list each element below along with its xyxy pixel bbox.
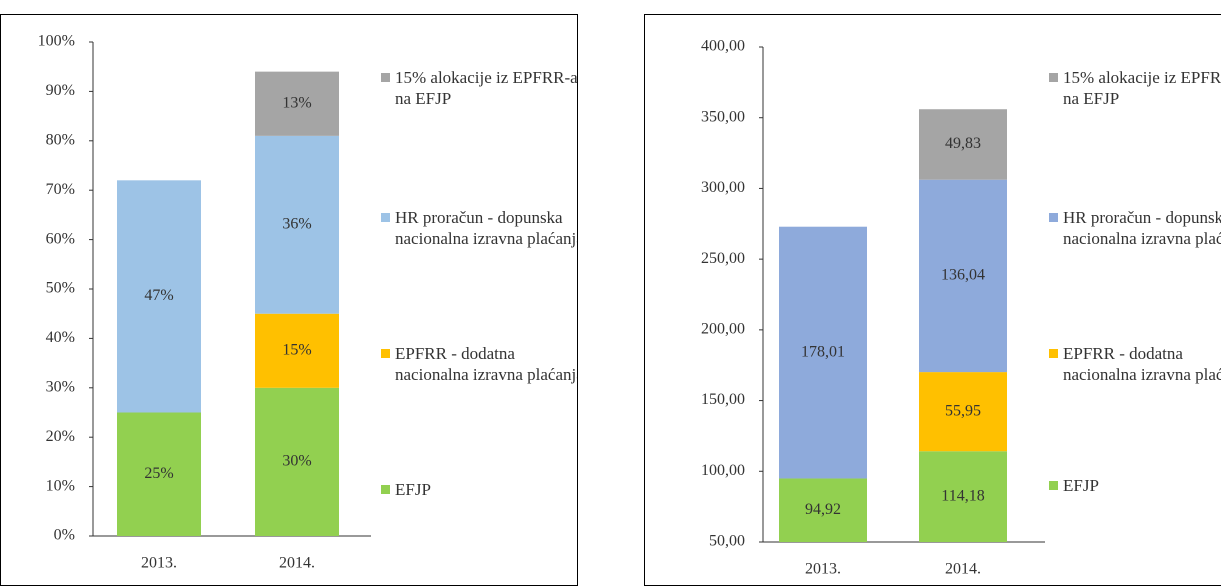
bar-segment [919, 451, 1007, 542]
legend-swatch [381, 485, 390, 494]
y-tick-label: 100% [38, 33, 75, 50]
y-tick-label: 40% [46, 329, 75, 346]
y-tick-label: 200,00 [701, 321, 745, 338]
data-label: 13% [282, 94, 311, 111]
legend-swatch [1049, 481, 1058, 490]
data-label: 136,04 [941, 267, 985, 284]
data-label: 25% [144, 465, 173, 482]
y-tick-label: 150,00 [701, 391, 745, 408]
y-tick-label: 60% [46, 230, 75, 247]
bar-segment [255, 71, 339, 136]
bar-segment [919, 109, 1007, 180]
bar-segment [117, 180, 201, 413]
y-tick-label: 100,00 [701, 462, 745, 479]
legend-swatch [1049, 349, 1058, 358]
bar-segment [779, 226, 867, 479]
legend-label: EFJP [395, 480, 431, 499]
bar-segment [919, 372, 1007, 452]
legend-label: 15% alokacije iz EPFRR-a na EFJP [395, 68, 578, 108]
legend-swatch [381, 349, 390, 358]
x-tick-label: 2013. [141, 555, 177, 572]
legend-swatch [1049, 213, 1058, 222]
data-label: 55,95 [945, 402, 981, 419]
y-tick-label: 90% [46, 82, 75, 99]
y-tick-label: 350,00 [701, 108, 745, 125]
data-label: 114,18 [941, 487, 984, 504]
legend-entry: 15% alokacije iz EPFRR-a na EFJP [1049, 67, 1221, 109]
legend-swatch [381, 73, 390, 82]
y-tick-label: 0% [54, 527, 75, 544]
y-tick-label: 80% [46, 131, 75, 148]
legend-label: HR proračun - dopunska nacionalna izravn… [395, 208, 578, 248]
legend-label: HR proračun - dopunska nacionalna izravn… [1063, 208, 1221, 248]
legend-swatch [381, 213, 390, 222]
data-label: 94,92 [805, 501, 841, 518]
y-tick-label: 50,00 [709, 533, 745, 550]
bar-segment [779, 478, 867, 542]
legend-entry: EFJP [1049, 475, 1221, 496]
data-label: 178,01 [801, 343, 845, 360]
y-tick-label: 30% [46, 378, 75, 395]
chart-panel: 50,00 100,00 150,00 200,00 250,00 300,00 350,0… [644, 14, 1221, 586]
legend-entry: HR proračun - dopunska nacionalna izravn… [1049, 207, 1221, 249]
legend-entry: EFJP [381, 479, 577, 500]
data-label: 36% [282, 215, 311, 232]
data-label: 15% [282, 341, 311, 358]
bar-segment [255, 313, 339, 388]
legend-entry: HR proračun - dopunska nacionalna izravn… [381, 207, 578, 249]
data-label: 49,83 [945, 135, 981, 152]
legend-entry: EPFRR - dodatna nacionalna izravna plaća… [381, 343, 578, 385]
x-tick-label: 2014. [945, 561, 981, 578]
legend-entry: EPFRR - dodatna nacionalna izravna plaća… [1049, 343, 1221, 385]
y-tick-label: 50% [46, 280, 75, 297]
data-label: 30% [282, 453, 311, 470]
chart: 50,00 100,00 150,00 200,00 250,00 300,00 350,0… [701, 38, 1045, 578]
y-tick-label: 400,00 [701, 38, 745, 55]
legend-swatch [1049, 73, 1058, 82]
legend-entry: 15% alokacije iz EPFRR-a na EFJP [381, 67, 578, 109]
bar-segment [117, 412, 201, 536]
bar-segment [255, 387, 339, 536]
legend-label: 15% alokacije iz EPFRR-a na EFJP [1063, 68, 1221, 108]
legend-label: EFJP [1063, 476, 1099, 495]
y-tick-label: 250,00 [701, 250, 745, 267]
chart: 0% 10% 20% 30% 40% 50% 60% 70% 80% 90% 100% 2013. 25… [38, 33, 371, 572]
y-tick-label: 10% [46, 477, 75, 494]
x-tick-label: 2014. [279, 555, 315, 572]
x-tick-label: 2013. [805, 561, 841, 578]
y-tick-label: 300,00 [701, 179, 745, 196]
y-tick-label: 70% [46, 181, 75, 198]
bar-segment [255, 135, 339, 314]
bar-segment [919, 179, 1007, 373]
y-tick-label: 20% [46, 428, 75, 445]
legend-label: EPFRR - dodatna nacionalna izravna plaća… [1063, 344, 1221, 384]
data-label: 47% [144, 287, 173, 304]
chart-panel: 0% 10% 20% 30% 40% 50% 60% 70% 80% 90% 100% 2013. 25… [0, 14, 578, 586]
legend-label: EPFRR - dodatna nacionalna izravna plaća… [395, 344, 578, 384]
